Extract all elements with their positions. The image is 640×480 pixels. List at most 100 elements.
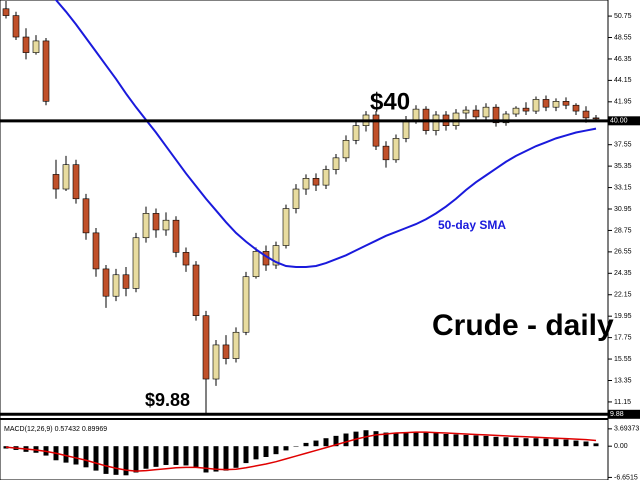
macd-bar (93, 446, 99, 471)
candle-body (232, 331, 240, 359)
macd-bar (263, 446, 269, 457)
candle-body (592, 117, 600, 120)
macd-bar (153, 446, 159, 467)
macd-bar (143, 446, 149, 469)
candle-body (502, 113, 510, 124)
macd-bar (443, 433, 449, 447)
macd-bar (453, 434, 459, 447)
macd-bar (553, 439, 559, 447)
price-level-label: 9.88 (610, 411, 624, 418)
macd-bar (583, 441, 589, 447)
annotation: $40 (370, 88, 410, 115)
macd-bar (323, 438, 329, 447)
y-tick-label: 19.95 (614, 313, 632, 320)
candle-body (402, 119, 410, 139)
y-tick-label: 17.75 (614, 334, 632, 341)
y-tick-label: 41.95 (614, 99, 632, 106)
candle-body (492, 106, 500, 124)
macd-bar (73, 446, 79, 465)
macd-bar (593, 443, 599, 447)
chart-title: Crude - daily (432, 309, 614, 342)
candle-body (482, 106, 490, 118)
candle-body (212, 344, 220, 380)
macd-bar (473, 435, 479, 447)
macd-bar (493, 436, 499, 447)
macd-bar (173, 446, 179, 465)
y-tick-label: 24.35 (614, 270, 632, 277)
y-tick-label: 15.55 (614, 356, 632, 363)
macd-bar (183, 446, 189, 466)
macd-bar (193, 446, 199, 468)
y-tick-label: 44.15 (614, 77, 632, 84)
macd-marks (3, 430, 599, 476)
macd-bar (223, 446, 229, 471)
candle-body (102, 268, 110, 297)
candle-body (122, 274, 130, 289)
candle-body (342, 140, 350, 159)
candle-body (572, 104, 580, 112)
macd-bar (63, 446, 69, 463)
y-tick-label: 3.69373 (614, 426, 639, 433)
candle-body (72, 164, 80, 200)
candle-body (112, 274, 120, 297)
macd-bar (133, 446, 139, 473)
macd-bar (483, 435, 489, 447)
candle-body (222, 344, 230, 359)
y-tick-label: 37.55 (614, 142, 632, 149)
macd-bar (393, 432, 399, 447)
candle-body (282, 208, 290, 246)
candle-body (412, 108, 420, 121)
macd-bar (373, 431, 379, 447)
y-tick-label: 46.35 (614, 56, 632, 63)
macd-bar (233, 446, 239, 468)
candle-body (552, 101, 560, 108)
macd-bar (203, 446, 209, 473)
plot-frame (0, 0, 609, 480)
macd-bar (113, 446, 119, 475)
candle-body (82, 198, 90, 234)
macd-title: MACD(12,26,9) 0.57432 0.89969 (4, 426, 107, 433)
candle-body (152, 213, 160, 231)
y-tick-label: 50.75 (614, 13, 632, 20)
candle-body (322, 169, 330, 186)
candle-body (242, 276, 250, 333)
candle-body (332, 157, 340, 170)
candle-body (582, 110, 590, 119)
candle-body (202, 315, 210, 380)
macd-bar (533, 438, 539, 447)
candle-body (162, 219, 170, 231)
macd-bar (243, 446, 249, 464)
y-tick-label: 11.15 (614, 399, 631, 406)
candle-body (62, 164, 70, 190)
macd-bar (513, 437, 519, 447)
price-level-box (608, 409, 640, 419)
macd-bar (303, 442, 309, 447)
y-tick-label: 35.35 (614, 163, 632, 170)
candle-body (372, 114, 380, 147)
macd-bar (523, 438, 529, 447)
y-tick-label: 33.15 (614, 184, 632, 191)
candle-body (462, 109, 470, 114)
macd-bar (543, 438, 549, 447)
candle-body (472, 109, 480, 118)
candle-body (512, 107, 520, 115)
candle-body (292, 188, 300, 209)
candle-body (192, 264, 200, 316)
candle-body (42, 40, 50, 102)
candle-body (532, 99, 540, 112)
candle-body (432, 114, 440, 131)
macd-bar (123, 446, 129, 476)
price-level-box (608, 116, 640, 126)
candle-body (562, 101, 570, 106)
candle-body (22, 36, 30, 53)
macd-bar (383, 432, 389, 447)
macd-bar (463, 434, 469, 447)
candle-body (392, 138, 400, 161)
y-tick-label: 22.15 (614, 292, 632, 299)
candle-body (522, 107, 530, 112)
macd-bar (563, 439, 569, 447)
macd-bar (103, 446, 109, 474)
macd-bar (503, 437, 509, 447)
candle-body (52, 174, 60, 190)
